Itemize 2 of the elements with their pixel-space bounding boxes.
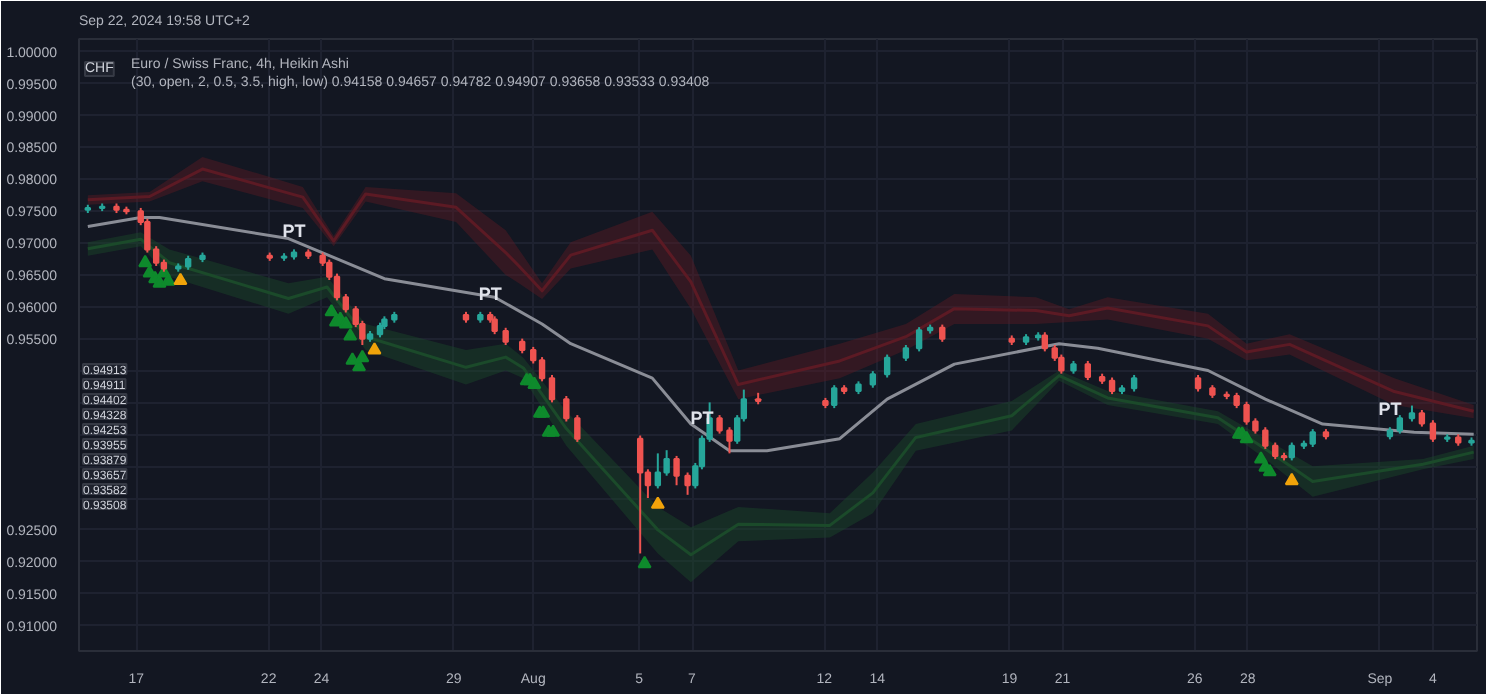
annotation: PT <box>282 221 307 242</box>
annotation: PT <box>1378 399 1403 420</box>
